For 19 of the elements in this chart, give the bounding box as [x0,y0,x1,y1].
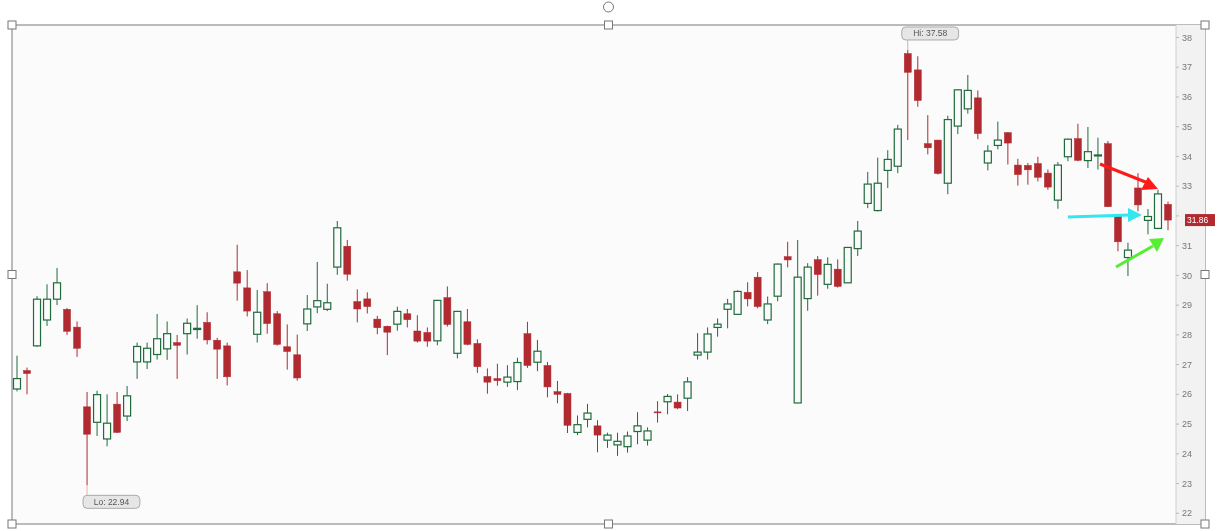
y-tick-label: 34 [1182,151,1193,162]
y-tick-label: 28 [1182,330,1193,341]
y-tick-label: 30 [1182,270,1193,281]
annotation: Lo: 22.94 [93,496,130,507]
y-tick-label: 26 [1182,389,1193,400]
y-tick-label: 29 [1182,300,1193,311]
y-tick-label: 27 [1182,359,1193,370]
y-tick-label: 33 [1182,181,1193,192]
y-tick-label: 22 [1182,508,1193,519]
y-tick-label: 36 [1182,92,1193,103]
y-tick-label: 24 [1182,448,1193,459]
y-tick-label: 37 [1182,62,1193,73]
y-tick-label: 35 [1182,121,1193,132]
y-tick-label: 38 [1182,32,1193,43]
y-tick-label: 31 [1182,240,1193,251]
text: 31.86 [1187,215,1209,226]
y-tick-label: 23 [1182,478,1193,489]
y-tick-label: 25 [1182,419,1193,430]
annotation: Hi: 37.58 [913,28,948,39]
